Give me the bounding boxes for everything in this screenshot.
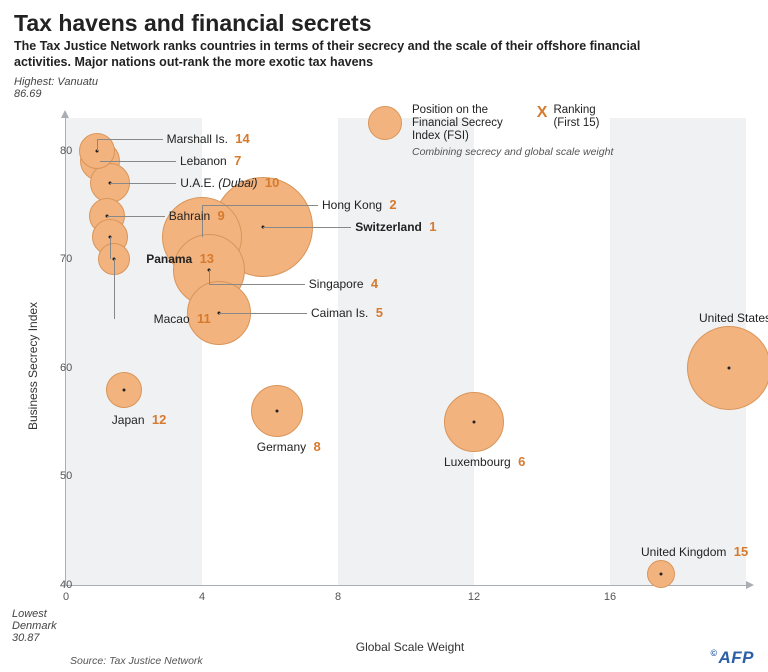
x-tick: 16 xyxy=(604,591,616,603)
label-macao: Macao 11 xyxy=(154,311,211,326)
legend-rank-symbol: X xyxy=(537,104,548,122)
label-united-kingdom: United Kingdom 15 xyxy=(641,544,748,559)
label-lebanon: Lebanon 7 xyxy=(180,153,241,168)
label-marshall-is-: Marshall Is. 14 xyxy=(167,131,250,146)
x-axis-label: Global Scale Weight xyxy=(356,640,465,654)
x-tick: 4 xyxy=(199,591,205,603)
label-united-states: United States 3 xyxy=(699,310,768,325)
source-text: Source: Tax Justice Network xyxy=(70,655,203,667)
x-tick: 12 xyxy=(468,591,480,603)
legend-bubble-icon xyxy=(368,106,402,140)
highest-note: Highest: Vanuatu 86.69 xyxy=(14,76,754,100)
label-japan: Japan 12 xyxy=(112,412,167,427)
lowest-note: Lowest Denmark 30.87 xyxy=(12,608,57,644)
label-switzerland: Switzerland 1 xyxy=(355,219,436,234)
chart-title: Tax havens and financial secrets xyxy=(14,10,754,37)
label-singapore: Singapore 4 xyxy=(309,276,378,291)
chart-area: 40506070800481216Switzerland 1Hong Kong … xyxy=(60,110,750,625)
label-panama: Panama 13 xyxy=(146,251,214,266)
label-bahrain: Bahrain 9 xyxy=(169,208,225,223)
brand-logo: ©AFP xyxy=(710,648,754,668)
label-caiman-is-: Caiman Is. 5 xyxy=(311,305,383,320)
legend: Position on the Financial Secrecy Index … xyxy=(368,104,738,158)
label-hong-kong: Hong Kong 2 xyxy=(322,197,397,212)
label-germany: Germany 8 xyxy=(257,439,321,454)
label-luxembourg: Luxembourg 6 xyxy=(444,454,525,469)
x-tick: 8 xyxy=(335,591,341,603)
x-tick: 0 xyxy=(63,591,69,603)
y-axis-label: Business Secrecy Index xyxy=(26,302,40,430)
chart-subtitle: The Tax Justice Network ranks countries … xyxy=(14,39,654,70)
label-u-a-e-dubai-: U.A.E. (Dubai) 10 xyxy=(180,175,279,190)
